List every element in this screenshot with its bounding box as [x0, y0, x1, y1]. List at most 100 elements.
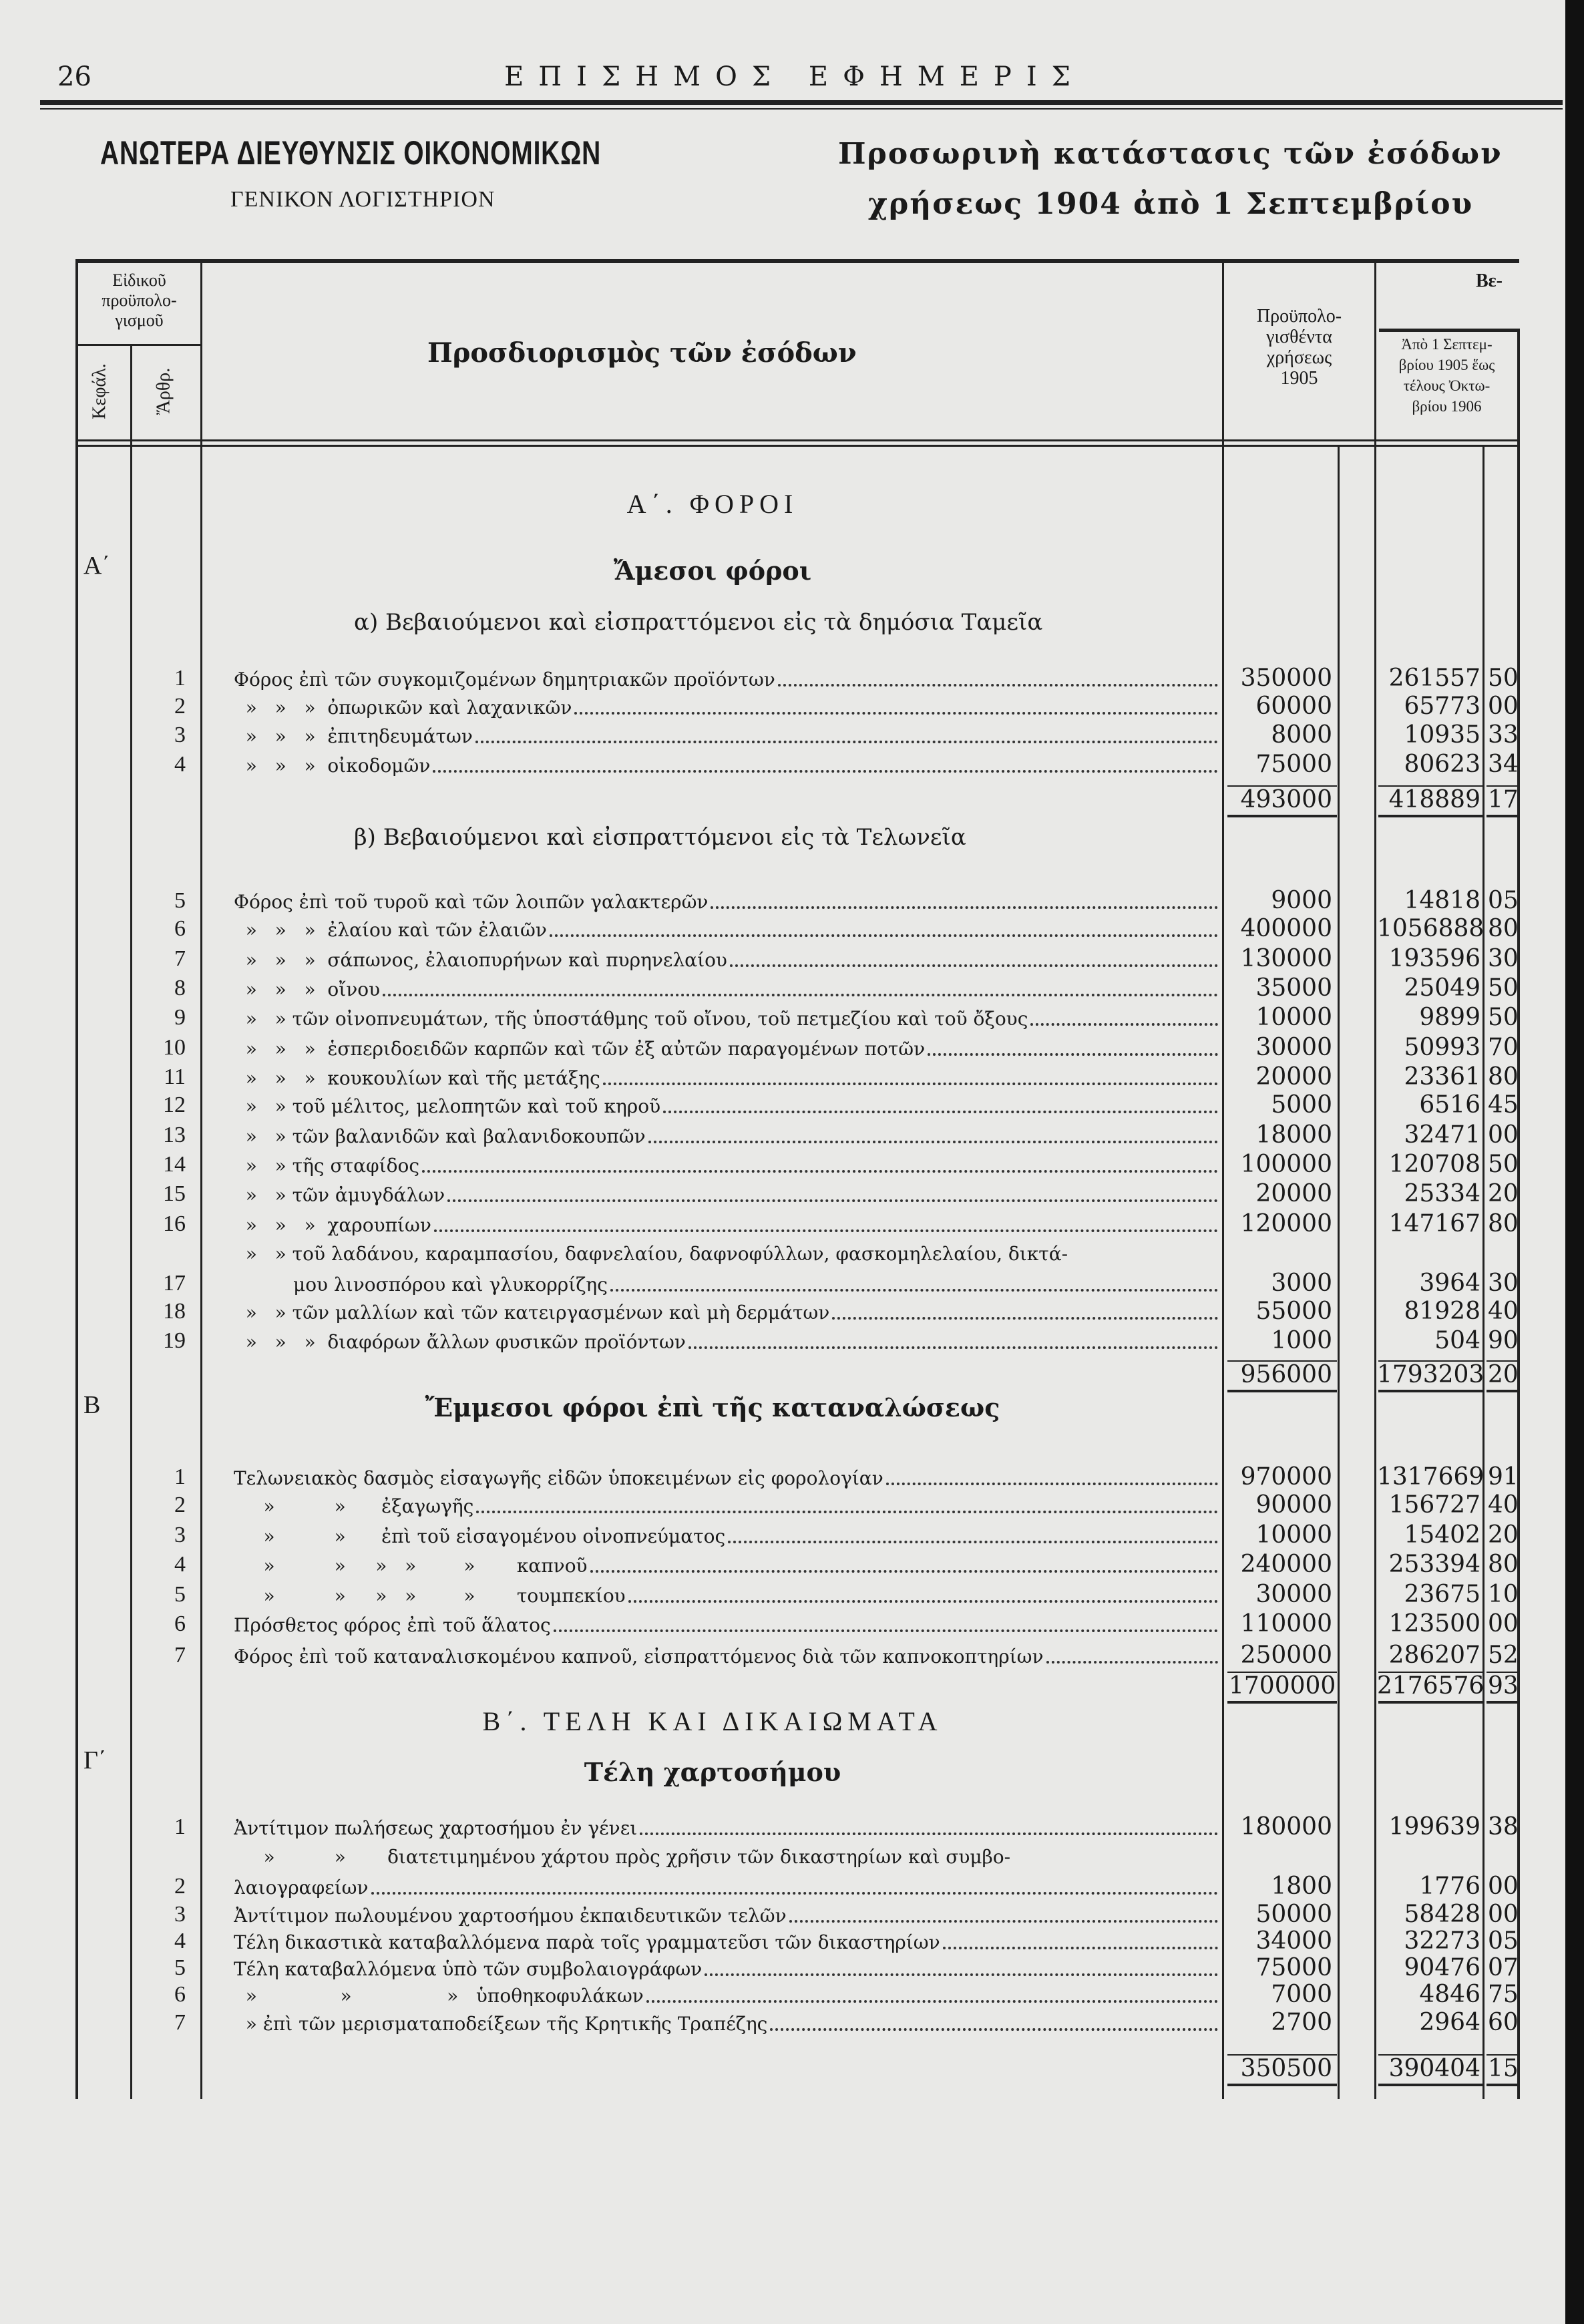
row-description: » » τοῦ μέλιτος, μελοπητῶν καὶ τοῦ κηροῦ [234, 1091, 1221, 1120]
article-number: 2 [174, 1874, 186, 1899]
row-description: μου λινοσπόρου καὶ γλυκορρίζης [234, 1269, 1221, 1298]
collected-cents: 30 [1488, 945, 1519, 972]
dot-leader [728, 1541, 1218, 1543]
dot-leader [711, 906, 1218, 909]
article-number: 1 [174, 666, 186, 691]
budget-value: 30000 [1255, 1034, 1332, 1061]
collected-total-cents: 17 [1488, 786, 1519, 813]
table-row: 4 Τέλη δικαστικὰ καταβαλλόμενα παρὰ τοῖς … [0, 1927, 1584, 1956]
dot-leader [646, 2000, 1218, 2003]
total-top-rule [1487, 785, 1517, 787]
chapter-mark: Α΄ [83, 552, 111, 580]
budget-value: 240000 [1240, 1551, 1332, 1578]
collected-cents: 52 [1488, 1641, 1519, 1669]
row-description-line1: » » διατετιμημένου χάρτου πρὸς χρῆσιν τῶ… [234, 1841, 1221, 1871]
description-text: » » τῶν οἰνοπνευμάτων, τῆς ὑποστάθμης το… [234, 1008, 1028, 1030]
table-row: 15 » » τῶν ἀμυγδάλων 20000 25334 20 [0, 1179, 1584, 1209]
collected-value: 193596 [1388, 945, 1480, 972]
description-text: » » » οἴνου [234, 978, 381, 1000]
collected-value: 261557 [1388, 664, 1480, 692]
total-bottom-rule [1487, 1701, 1517, 1704]
collected-value: 120708 [1388, 1151, 1480, 1178]
collected-header: Ἀπὸ 1 Σεπτεμ- βρίου 1905 ἕως τέλους Ὀκτω… [1376, 334, 1517, 417]
table-row: 1 Ἀντίτιμον πωλήσεως χαρτοσήμου ἐν γένει 1… [0, 1812, 1584, 1842]
table-row: 4 » » » οἰκοδομῶν 75000 80623 34 [0, 750, 1584, 779]
table-row: 11 » » » κουκουλίων καὶ τῆς μετάξης 20000… [0, 1062, 1584, 1092]
collected-cents: 80 [1488, 1210, 1519, 1237]
gazette-title: ΕΠΙΣΗΜΟΣ ΕΦΗΜΕΡΙΣ [504, 61, 1085, 92]
table-row: 2 » » » ὀπωρικῶν καὶ λαχανικῶν 60000 65773… [0, 692, 1584, 721]
budget-value: 130000 [1240, 945, 1332, 972]
row-description: Ἀντίτιμον πωλουμένου χαρτοσήμου ἐκπαιδευ… [234, 1900, 1221, 1929]
row-description: » » » οἴνου [234, 974, 1221, 1003]
article-number: 10 [163, 1035, 186, 1060]
collected-cents: 20 [1488, 1521, 1519, 1549]
collected-value: 90476 [1404, 1954, 1480, 1981]
header-bottom-rule [77, 439, 1519, 441]
col-divider-chapter [130, 344, 132, 2099]
collected-cents: 50 [1488, 664, 1519, 692]
subsection-title: α) Βεβαιούμενοι καὶ εἰσπραττόμενοι εἰς τ… [354, 609, 1043, 636]
table-row: 5 Φόρος ἐπὶ τοῦ τυροῦ καὶ τῶν λοιπῶν γαλα… [0, 886, 1584, 916]
collected-value: 10935 [1404, 721, 1480, 749]
dot-leader [433, 770, 1218, 773]
total-bottom-rule [1227, 1701, 1337, 1704]
chapter-title: Ἔμμεσοι φόροι ἐπὶ τῆς καταναλώσεως [425, 1392, 1000, 1422]
row-description: » » » » » καπνοῦ [234, 1550, 1221, 1579]
collected-value: 253394 [1388, 1551, 1480, 1578]
chapter-mark: Β [83, 1391, 101, 1419]
section-heading: Β΄. ΤΕΛΗ ΚΑΙ ΔΙΚΑΙΩΜΑΤΑ [482, 1706, 943, 1736]
description-text: » » » ἐλαίου καὶ τῶν ἐλαιῶν [234, 919, 547, 941]
dot-leader [475, 741, 1218, 743]
description-text: » » » κουκουλίων καὶ τῆς μετάξης [234, 1067, 600, 1089]
article-number: 3 [174, 723, 186, 747]
collected-cents: 07 [1488, 1954, 1519, 1981]
table-row: 14 » » τῆς σταφίδος 100000 120708 50 [0, 1150, 1584, 1179]
article-number: 1 [174, 1465, 186, 1489]
dot-leader [590, 1570, 1218, 1573]
collected-value: 147167 [1388, 1210, 1480, 1237]
dot-leader [574, 712, 1218, 715]
budget-value: 3000 [1271, 1270, 1332, 1297]
row-description: » » » χαρουπίων [234, 1209, 1221, 1239]
collected-value: 1317669 [1377, 1463, 1484, 1491]
collected-cents: 30 [1488, 1270, 1519, 1297]
header-rule-thin [40, 108, 1563, 110]
dot-leader [476, 1511, 1218, 1513]
description-text: » ἐπὶ τῶν μερισματαποδείξεων τῆς Κρητικῆ… [234, 2013, 768, 2035]
table-top-rule [77, 259, 1519, 263]
article-number: 16 [163, 1211, 186, 1236]
department-title: ΑΝΩΤΕΡΑ ΔΙΕΥΘΥΝΣΙΣ ΟΙΚΟΝΟΜΙΚΩΝ [100, 134, 602, 172]
dot-leader [383, 994, 1218, 996]
description-text: » » τοῦ λαδάνου, καραμπασίου, δαφνελαίου… [234, 1243, 1068, 1265]
row-description: » » » οἰκοδομῶν [234, 750, 1221, 779]
total-top-rule [1227, 1672, 1337, 1673]
collected-value: 14818 [1404, 887, 1480, 914]
description-text: » » » διαφόρων ἄλλων φυσικῶν προϊόντων [234, 1331, 686, 1353]
budget-value: 90000 [1255, 1491, 1332, 1519]
dot-leader [789, 1920, 1218, 1923]
description-text: Φόρος ἐπὶ τῶν συγκομιζομένων δημητριακῶν… [234, 668, 775, 691]
article-number: 12 [163, 1093, 186, 1117]
dot-leader [648, 1141, 1218, 1143]
col-divider-description [1222, 259, 1224, 2099]
dot-leader [640, 1832, 1218, 1835]
collected-value: 32273 [1404, 1927, 1480, 1955]
budget-total: 956000 [1240, 1361, 1332, 1388]
table-row: 7 Φόρος ἐπὶ τοῦ καταναλισκομένου καπνοῦ, … [0, 1641, 1584, 1670]
budget-value: 35000 [1255, 974, 1332, 1002]
collected-cents: 00 [1488, 1121, 1519, 1149]
table-left-border [75, 259, 78, 2099]
collected-cents: 60 [1488, 2009, 1519, 2036]
row-description: Τέλη δικαστικὰ καταβαλλόμενα παρὰ τοῖς γ… [234, 1927, 1221, 1956]
table-row: 3 » » ἐπὶ τοῦ εἰσαγομένου οἰνοπνεύματος 1… [0, 1521, 1584, 1550]
collected-cents: 00 [1488, 693, 1519, 720]
row-description: » » » » » τουμπεκίου [234, 1580, 1221, 1609]
department-subtitle: ΓΕΝΙΚΟΝ ΛΟΓΙΣΤΗΡΙΟΝ [230, 187, 496, 212]
collected-value: 32471 [1404, 1121, 1480, 1149]
collected-total-cents: 20 [1488, 1361, 1519, 1388]
statement-subtitle: χρήσεως 1904 ἀπὸ 1 Σεπτεμβρίου [868, 187, 1474, 221]
table-row: 10 » » » ἑσπεριδοειδῶν καρπῶν καὶ τῶν ἐξ… [0, 1033, 1584, 1062]
collected-total-cents: 93 [1488, 1672, 1519, 1700]
collected-cents: 90 [1488, 1327, 1519, 1354]
